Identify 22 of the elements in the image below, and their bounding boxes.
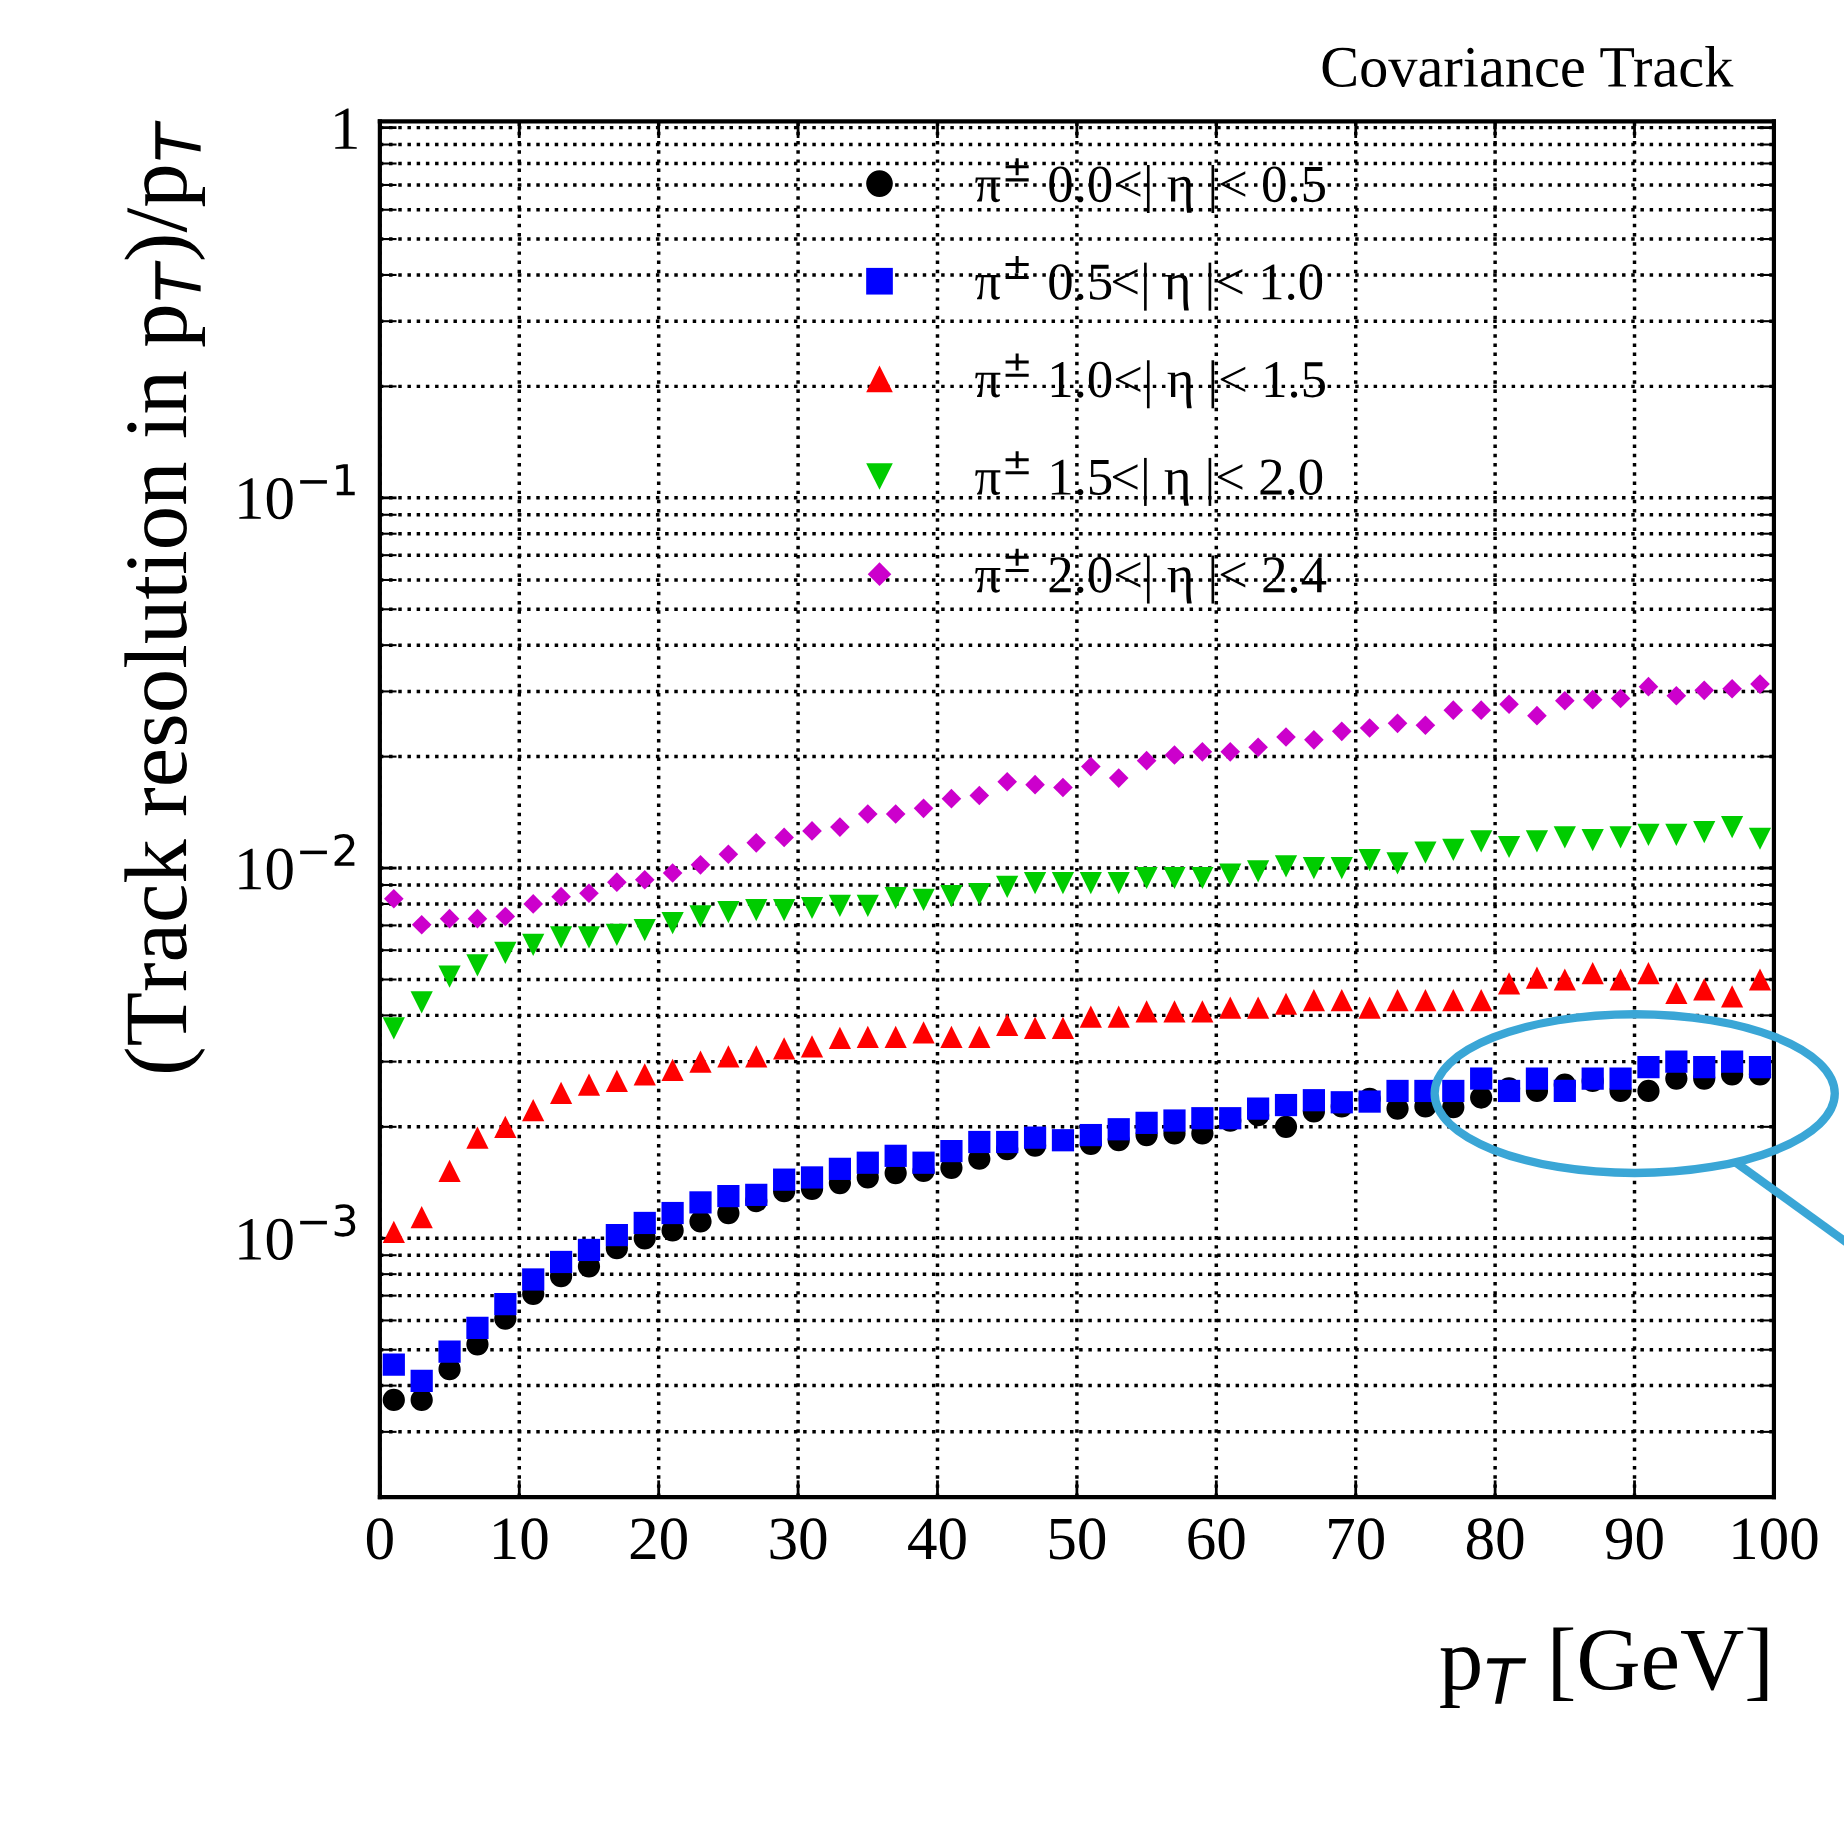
y-tick-label: 10$^{−3}$ — [239, 1204, 356, 1261]
x-tick-label: 60 — [1188, 1518, 1245, 1560]
y-tick-label: 10$^{−1}$ — [239, 464, 355, 520]
y-axis-title: (Track resolution in p$_{T}$)/p$_{T}$ — [124, 120, 205, 1073]
chart-title: Covariance Track — [1322, 45, 1734, 87]
legend-label: π$^{±}$ 1.0<| η |< 1.5 — [975, 353, 1325, 409]
legend-label: π$^{±}$ 1.5<| η |< 2.0 — [975, 451, 1323, 506]
x-tick-label: 50 — [1049, 1518, 1106, 1560]
x-tick-label: 90 — [1605, 1518, 1663, 1560]
x-tick-label: 70 — [1329, 1518, 1384, 1560]
x-tick-label: 20 — [630, 1518, 687, 1560]
y-tick-label: 1 — [335, 108, 357, 149]
x-tick-label: 0 — [366, 1518, 393, 1560]
x-tick-label: 40 — [908, 1518, 966, 1560]
x-axis-title: p$_{T}$ [GeV] — [1440, 1627, 1768, 1709]
x-tick-label: 80 — [1466, 1518, 1524, 1560]
y-tick-label: 10$^{−2}$ — [239, 834, 355, 890]
x-tick-label: 100 — [1733, 1518, 1818, 1560]
legend-label: π$^{±}$ 0.0<| η |< 0.5 — [975, 158, 1325, 214]
x-tick-label: 10 — [494, 1518, 548, 1560]
x-tick-label: 30 — [770, 1518, 827, 1560]
legend-label: π$^{±}$ 0.5<| η |< 1.0 — [975, 255, 1323, 311]
